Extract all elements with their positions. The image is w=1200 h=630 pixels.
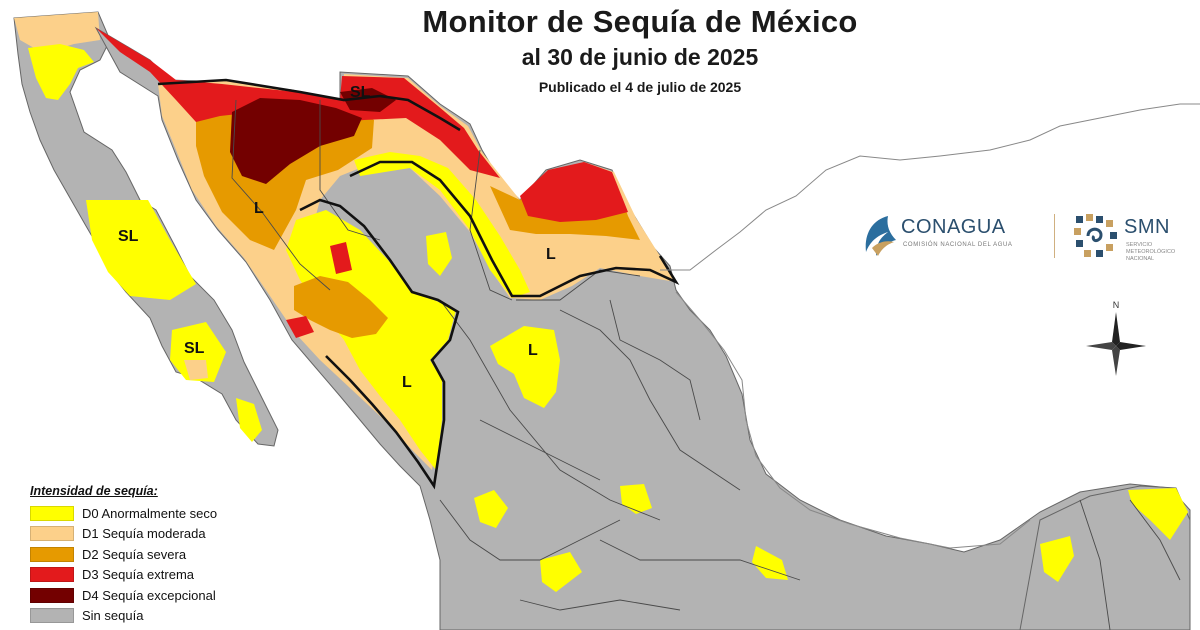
baja-d0-south: [170, 322, 226, 382]
central-d0-spot-2: [490, 326, 560, 408]
compass-north-label: N: [1113, 300, 1120, 310]
legend-label-d3: D3 Sequía extrema: [82, 567, 195, 583]
sonora-d0-area: [286, 210, 456, 470]
legend-swatch-d4: [30, 587, 74, 603]
legend-title: Intensidad de sequía:: [30, 484, 158, 498]
zone-label-l-chihuahua: L: [254, 200, 264, 217]
chihuahua-d4b: [340, 88, 396, 112]
legend-swatch-d1: [30, 526, 74, 542]
publication-date: Publicado el 4 de julio de 2025: [538, 79, 742, 95]
zone-label-sl-north: SL: [350, 84, 371, 101]
yucatan-land: [1019, 485, 1191, 630]
smn-logo-subtitle: SERVICIO METEOROLÓGICO NACIONAL: [1126, 242, 1176, 262]
impact-lines: [157, 78, 680, 490]
sonora-d3-spot: [330, 242, 352, 274]
chihuahua-d4: [230, 98, 362, 184]
legend-swatch-d2: [30, 546, 74, 562]
baja-d1-north: [14, 12, 100, 50]
legend-label-d0: D0 Anormalmente seco: [82, 505, 218, 521]
north-d0-ring: [354, 152, 530, 298]
zone-label-sl-baja-central: SL: [118, 228, 139, 245]
coahuila-d3: [520, 162, 628, 222]
yucatan-d0-east: [1128, 488, 1188, 540]
zone-label-l-tamaulipas: L: [546, 246, 556, 263]
zone-label-sl-baja-south: SL: [184, 340, 205, 357]
legend-swatch-d3: [30, 567, 74, 583]
drought-legend: Intensidad de sequía: D0 Anormalmente se…: [30, 484, 250, 626]
baja-d0-north: [28, 44, 94, 100]
mainland-land: [94, 26, 1191, 630]
smn-logo-icon: [1074, 214, 1117, 257]
central-d0-spot-3: [474, 490, 508, 528]
zone-label-l-central: L: [528, 342, 538, 359]
legend-item-d1: D1 Sequía moderada: [30, 524, 250, 545]
north-arrow-icon: N: [1086, 300, 1146, 376]
us-gulf-coastline: [660, 103, 1200, 271]
legend-item-d3: D3 Sequía extrema: [30, 565, 250, 586]
logo-divider: [1054, 214, 1055, 258]
legend-item-d0: D0 Anormalmente seco: [30, 503, 250, 524]
yucatan-d0-west: [1040, 536, 1074, 582]
title-block: Monitor de Sequía de México al 30 de jun…: [330, 4, 950, 95]
legend-item-d4: D4 Sequía excepcional: [30, 585, 250, 606]
legend-label-d1: D1 Sequía moderada: [82, 526, 206, 542]
baja-d0-central: [86, 200, 196, 300]
legend-label-d2: D2 Sequía severa: [82, 546, 187, 562]
zone-label-l-sonora: L: [402, 374, 412, 391]
legend-label-none: Sin sequía: [82, 608, 144, 624]
legend-label-d4: D4 Sequía excepcional: [82, 587, 216, 603]
conagua-logo-icon: [865, 216, 896, 256]
map-title: Monitor de Sequía de México: [422, 4, 858, 39]
sonora-d2: [294, 276, 388, 338]
legend-item-d2: D2 Sequía severa: [30, 544, 250, 565]
sinaloa-d3-spot: [286, 316, 314, 338]
central-d0-spot-6: [752, 546, 788, 580]
map-date: al 30 de junio de 2025: [521, 44, 759, 70]
baja-d1-south: [184, 360, 208, 380]
smn-logo-text: SMN: [1124, 216, 1170, 238]
central-d0-spot-5: [540, 552, 582, 592]
central-d0-spot-1: [426, 232, 452, 276]
legend-swatch-none: [30, 608, 74, 624]
logos: CONAGUA COMISIÓN NACIONAL DEL AGUA SMN S…: [858, 208, 1198, 268]
central-d0-spot-4: [620, 484, 652, 514]
legend-swatch-d0: [30, 505, 74, 521]
state-borders: [231, 99, 1181, 630]
conagua-logo-text: CONAGUA: [901, 216, 1006, 238]
baja-d0-cape: [236, 398, 262, 442]
mexico-gulf-coastline: [675, 291, 1031, 549]
legend-item-none: Sin sequía: [30, 606, 250, 627]
conagua-logo-subtitle: COMISIÓN NACIONAL DEL AGUA: [903, 242, 1013, 248]
